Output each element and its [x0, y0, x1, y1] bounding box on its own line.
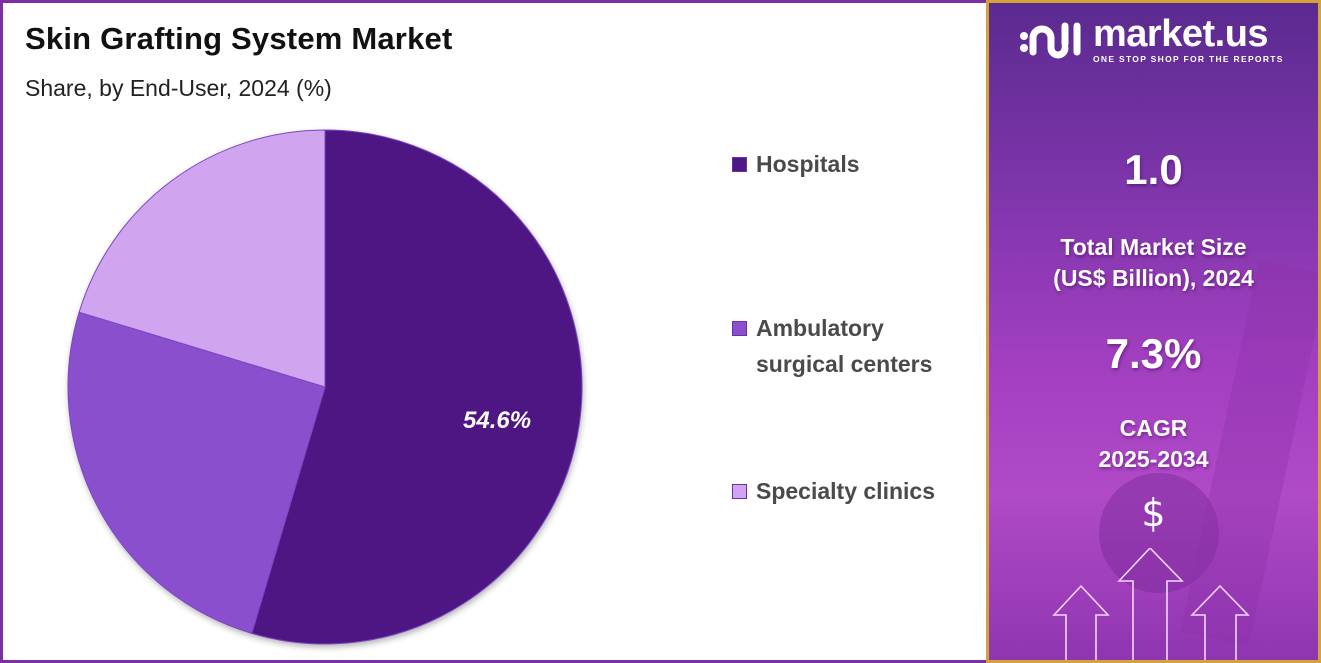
- legend-item-ambulatory-surgical-centers: Ambulatory surgical centers: [732, 315, 933, 382]
- background-decoration: [1099, 473, 1219, 593]
- legend-label-line2: surgical centers: [756, 351, 933, 377]
- brand-tagline: ONE STOP SHOP FOR THE REPORTS: [1093, 54, 1284, 64]
- pie-slice-ambulatory-surgical-centers: [67, 311, 326, 634]
- brand-name: market.us: [1093, 13, 1269, 55]
- hospitals-share-label: 54.6%: [463, 407, 532, 434]
- pie-slice-hospitals: [251, 129, 583, 645]
- pie-slice-specialty-clinics: [78, 129, 326, 388]
- dollar-icon: $: [1141, 491, 1166, 535]
- legend-item-hospitals: Hospitals: [732, 151, 860, 182]
- brand-logo: market.us ONE STOP SHOP FOR THE REPORTS: [1019, 15, 1284, 64]
- chart-title: Skin Grafting System Market: [25, 21, 453, 56]
- legend-swatch-specialty: [732, 484, 747, 499]
- market-size-label: Total Market Size (US$ Billion), 2024: [1053, 234, 1254, 291]
- legend-label-line1: Ambulatory: [756, 315, 884, 341]
- legend-label: Hospitals: [756, 151, 860, 177]
- legend-label: Specialty clinics: [756, 478, 935, 504]
- legend-swatch-hospitals: [732, 157, 747, 172]
- pie-chart: [60, 122, 590, 652]
- chart-subtitle: Share, by End-User, 2024 (%): [25, 75, 332, 101]
- cagr-value: 7.3%: [1105, 330, 1202, 377]
- summary-sidebar: market.us ONE STOP SHOP FOR THE REPORTS …: [986, 0, 1321, 663]
- cagr-label: CAGR 2025-2034: [1098, 415, 1209, 472]
- market-us-logo-icon: [1020, 22, 1081, 58]
- legend-swatch-ambulatory: [732, 321, 747, 336]
- market-size-value: 1.0: [1124, 146, 1183, 193]
- growth-arrows-icon: [1052, 548, 1250, 660]
- legend-item-specialty-clinics: Specialty clinics: [732, 478, 935, 509]
